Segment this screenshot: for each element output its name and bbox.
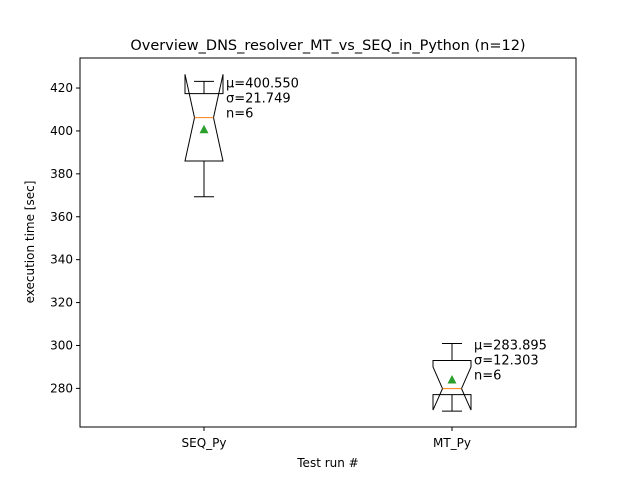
box-annotation: μ=400.550 σ=21.749 n=6	[226, 76, 299, 121]
annotation-line: σ=21.749	[226, 91, 291, 106]
notched-box	[432, 359, 472, 411]
box-annotation: μ=283.895 σ=12.303 n=6	[474, 339, 547, 384]
y-tick-label: 380	[50, 167, 73, 181]
chart-title: Overview_DNS_resolver_MT_vs_SEQ_in_Pytho…	[130, 38, 525, 54]
notched-box	[184, 74, 224, 162]
x-axis: SEQ_Py MT_Py	[182, 427, 471, 450]
box-SEQ_Py: μ=400.550 σ=21.749 n=6	[184, 74, 299, 198]
annotation-line: σ=12.303	[474, 354, 539, 369]
annotation-line: n=6	[474, 369, 501, 384]
annotation-line: n=6	[226, 106, 253, 121]
y-tick-label: 280	[50, 381, 73, 395]
plot-frame	[79, 57, 577, 428]
x-tick-label: SEQ_Py	[182, 436, 227, 450]
y-tick-label: 320	[50, 296, 73, 310]
mean-marker	[199, 124, 209, 134]
y-tick-label: 360	[50, 210, 73, 224]
y-tick-label: 300	[50, 338, 73, 352]
boxes-group: μ=400.550 σ=21.749 n=6μ=283.895 σ=12.303 n=6	[184, 74, 547, 412]
x-tick-label: MT_Py	[433, 436, 471, 450]
box-MT_Py: μ=283.895 σ=12.303 n=6	[432, 339, 547, 412]
mean-marker	[447, 375, 457, 384]
y-axis: 280 300 320 340 360 380 400 420	[50, 81, 80, 395]
y-axis-label: execution time [sec]	[23, 181, 37, 304]
y-tick-label: 400	[50, 124, 73, 138]
annotation-line: μ=400.550	[226, 76, 299, 91]
y-tick-label: 340	[50, 253, 73, 267]
annotation-line: μ=283.895	[474, 339, 547, 354]
x-axis-label: Test run #	[296, 456, 358, 470]
y-tick-label: 420	[50, 81, 73, 95]
